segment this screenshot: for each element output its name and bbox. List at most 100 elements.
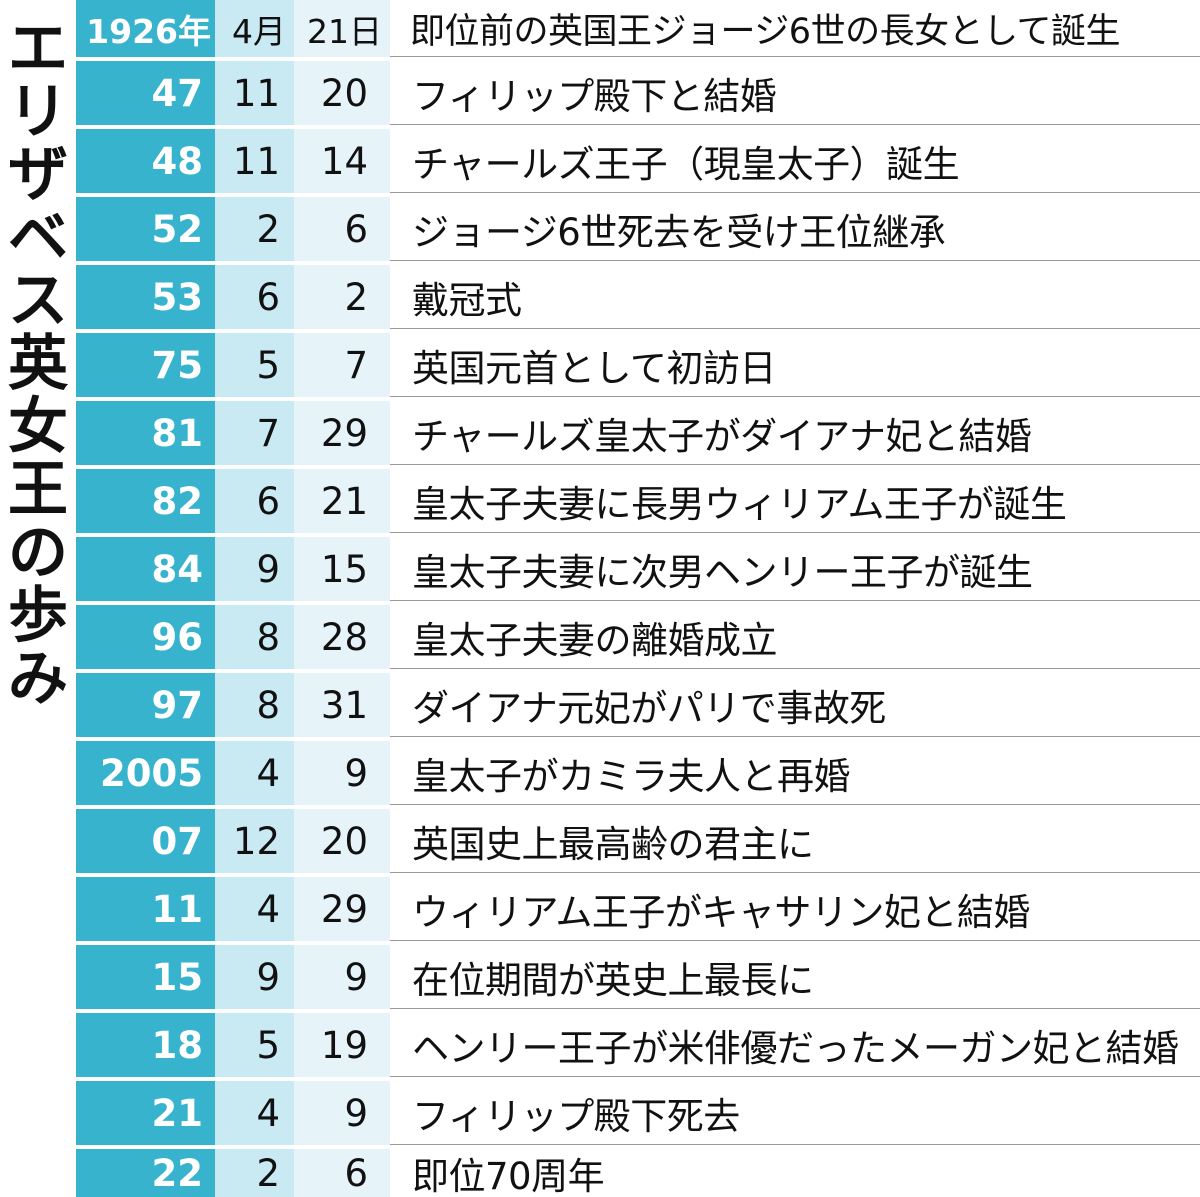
timeline-row: 84 9 15 皇太子夫妻に次男ヘンリー王子が誕生 — [76, 537, 1200, 605]
year-cell: 96 — [76, 605, 215, 669]
timeline-table: 1926年 4月 21日 即位前の英国王ジョージ6世の長女として誕生 47 11… — [76, 0, 1200, 1197]
month-cell: 11 — [215, 61, 294, 125]
event-cell: ヘンリー王子が米俳優だったメーガン妃と結婚 — [390, 1013, 1200, 1077]
event-cell: フィリップ殿下と結婚 — [390, 61, 1200, 125]
year-cell: 82 — [76, 469, 215, 533]
day-cell: 19 — [294, 1013, 390, 1077]
event-cell: 皇太子夫妻に次男ヘンリー王子が誕生 — [390, 537, 1200, 601]
title-char: ス — [8, 266, 68, 336]
day-cell: 14 — [294, 129, 390, 193]
timeline-row: 52 2 6 ジョージ6世死去を受け王位継承 — [76, 197, 1200, 265]
title-char: み — [8, 644, 68, 714]
year-cell: 81 — [76, 401, 215, 465]
timeline-row: 81 7 29 チャールズ皇太子がダイアナ妃と結婚 — [76, 401, 1200, 469]
page-title: エ リ ザ ベ ス 英 女 王 の 歩 み — [0, 0, 76, 1153]
timeline-row: 48 11 14 チャールズ王子（現皇太子）誕生 — [76, 129, 1200, 197]
event-cell: ジョージ6世死去を受け王位継承 — [390, 197, 1200, 261]
day-cell: 20 — [294, 61, 390, 125]
event-cell: フィリップ殿下死去 — [390, 1081, 1200, 1145]
title-char: ザ — [8, 140, 68, 210]
timeline-row: 2005 4 9 皇太子がカミラ夫人と再婚 — [76, 741, 1200, 809]
month-cell: 9 — [215, 945, 294, 1009]
month-cell: 2 — [215, 197, 294, 261]
timeline-row: 97 8 31 ダイアナ元妃がパリで事故死 — [76, 673, 1200, 741]
title-char: 王 — [8, 455, 68, 525]
timeline-row: 22 2 6 即位70周年 — [76, 1149, 1200, 1197]
timeline-row: 47 11 20 フィリップ殿下と結婚 — [76, 61, 1200, 129]
month-cell: 7 — [215, 401, 294, 465]
event-cell: 皇太子夫妻の離婚成立 — [390, 605, 1200, 669]
day-cell: 31 — [294, 673, 390, 737]
timeline-row: 96 8 28 皇太子夫妻の離婚成立 — [76, 605, 1200, 673]
event-cell: 在位期間が英史上最長に — [390, 945, 1200, 1009]
month-cell: 12 — [215, 809, 294, 873]
month-cell: 8 — [215, 673, 294, 737]
day-cell: 2 — [294, 265, 390, 329]
year-cell: 11 — [76, 877, 215, 941]
month-cell: 5 — [215, 1013, 294, 1077]
timeline-row: 82 6 21 皇太子夫妻に長男ウィリアム王子が誕生 — [76, 469, 1200, 537]
timeline-row: 21 4 9 フィリップ殿下死去 — [76, 1081, 1200, 1149]
event-cell: 英国史上最高齢の君主に — [390, 809, 1200, 873]
day-cell: 15 — [294, 537, 390, 601]
year-cell: 21 — [76, 1081, 215, 1145]
month-cell: 2 — [215, 1149, 294, 1197]
day-cell: 6 — [294, 197, 390, 261]
year-cell: 52 — [76, 197, 215, 261]
month-cell: 9 — [215, 537, 294, 601]
title-char: 歩 — [8, 581, 68, 651]
year-cell: 84 — [76, 537, 215, 601]
event-cell: 即位70周年 — [390, 1149, 1200, 1197]
title-char: リ — [8, 77, 68, 147]
year-cell: 2005 — [76, 741, 215, 805]
month-cell: 8 — [215, 605, 294, 669]
month-cell: 4 — [215, 741, 294, 805]
day-cell: 29 — [294, 401, 390, 465]
timeline-row: 53 6 2 戴冠式 — [76, 265, 1200, 333]
title-char: 女 — [8, 392, 68, 462]
month-cell: 4 — [215, 1081, 294, 1145]
title-char: の — [8, 518, 68, 588]
day-cell: 9 — [294, 741, 390, 805]
title-char: ベ — [8, 203, 68, 273]
day-cell: 21 — [294, 469, 390, 533]
year-cell: 53 — [76, 265, 215, 329]
year-cell: 07 — [76, 809, 215, 873]
title-char: エ — [8, 14, 68, 84]
event-cell: ダイアナ元妃がパリで事故死 — [390, 673, 1200, 737]
timeline-row: 1926年 4月 21日 即位前の英国王ジョージ6世の長女として誕生 — [76, 0, 1200, 61]
year-cell: 22 — [76, 1149, 215, 1197]
day-cell: 9 — [294, 945, 390, 1009]
month-cell: 4月 — [215, 0, 294, 57]
year-cell: 18 — [76, 1013, 215, 1077]
day-cell: 6 — [294, 1149, 390, 1197]
year-cell: 97 — [76, 673, 215, 737]
event-cell: ウィリアム王子がキャサリン妃と結婚 — [390, 877, 1200, 941]
event-cell: チャールズ皇太子がダイアナ妃と結婚 — [390, 401, 1200, 465]
timeline-row: 07 12 20 英国史上最高齢の君主に — [76, 809, 1200, 877]
event-cell: 戴冠式 — [390, 265, 1200, 329]
timeline-row: 18 5 19 ヘンリー王子が米俳優だったメーガン妃と結婚 — [76, 1013, 1200, 1081]
day-cell: 7 — [294, 333, 390, 397]
event-cell: 皇太子夫妻に長男ウィリアム王子が誕生 — [390, 469, 1200, 533]
event-cell: チャールズ王子（現皇太子）誕生 — [390, 129, 1200, 193]
month-cell: 5 — [215, 333, 294, 397]
month-cell: 6 — [215, 469, 294, 533]
day-cell: 28 — [294, 605, 390, 669]
month-cell: 6 — [215, 265, 294, 329]
month-cell: 4 — [215, 877, 294, 941]
year-cell: 1926年 — [76, 0, 215, 57]
year-cell: 48 — [76, 129, 215, 193]
year-cell: 47 — [76, 61, 215, 125]
event-cell: 皇太子がカミラ夫人と再婚 — [390, 741, 1200, 805]
timeline-row: 75 5 7 英国元首として初訪日 — [76, 333, 1200, 401]
timeline-row: 15 9 9 在位期間が英史上最長に — [76, 945, 1200, 1013]
day-cell: 20 — [294, 809, 390, 873]
day-cell: 9 — [294, 1081, 390, 1145]
month-cell: 11 — [215, 129, 294, 193]
title-char: 英 — [8, 329, 68, 399]
event-cell: 即位前の英国王ジョージ6世の長女として誕生 — [390, 0, 1200, 57]
event-cell: 英国元首として初訪日 — [390, 333, 1200, 397]
day-cell: 21日 — [294, 0, 390, 57]
day-cell: 29 — [294, 877, 390, 941]
